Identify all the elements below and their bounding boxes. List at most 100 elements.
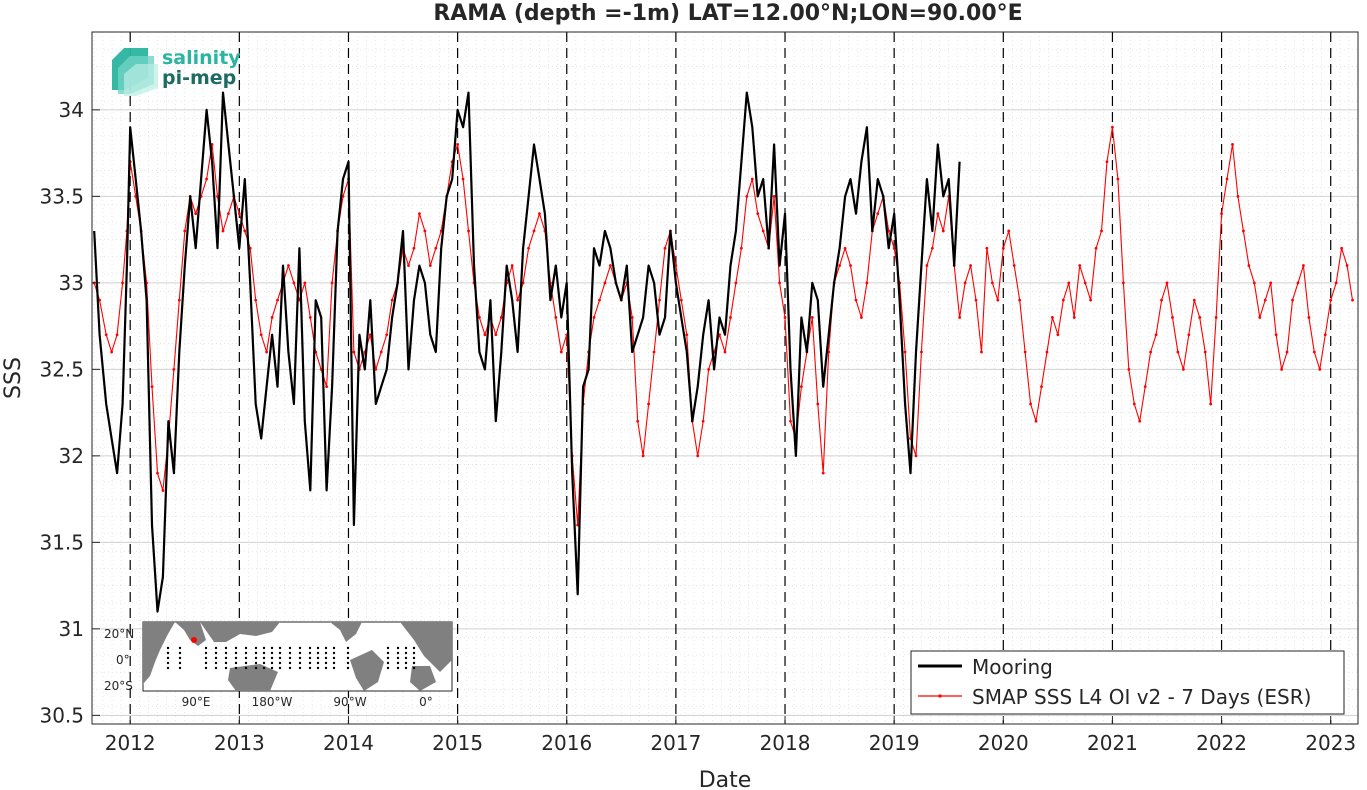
- plot-frame: [91, 31, 1359, 725]
- series-point-smap: [104, 333, 108, 337]
- inset-lat-label-0: 0°: [116, 653, 130, 667]
- inset-mooring-dot: [224, 651, 228, 655]
- inset-mooring-dot: [346, 651, 350, 655]
- inset-lon-label-180w: 180°W: [252, 695, 293, 709]
- y-tick-label: 32.5: [39, 357, 84, 381]
- inset-mooring-dot: [214, 651, 218, 655]
- series-point-smap: [1149, 350, 1153, 354]
- series-point-smap: [1078, 264, 1082, 267]
- inset-mooring-dot: [316, 651, 320, 655]
- inset-land-shape: [330, 622, 362, 642]
- series-point-smap: [821, 471, 825, 475]
- series-point-smap: [1176, 350, 1180, 354]
- inset-mooring-dot: [262, 661, 266, 665]
- inset-land: [143, 622, 452, 691]
- series-point-smap: [1285, 350, 1289, 354]
- series-point-smap: [308, 316, 312, 319]
- inset-mooring-dot: [278, 651, 282, 655]
- series-point-smap: [1040, 385, 1043, 389]
- inset-mooring-dot: [166, 666, 170, 670]
- series-line-mooring: [93, 91, 961, 613]
- inset-mooring-dot: [224, 661, 228, 665]
- inset-mooring-dot: [332, 666, 336, 670]
- series-point-smap: [696, 454, 700, 458]
- y-tick-label: 34: [59, 98, 84, 122]
- series-point-smap: [194, 212, 198, 216]
- series-point-smap: [990, 281, 994, 285]
- series-point-smap: [1323, 333, 1327, 337]
- series-point-smap: [761, 229, 765, 233]
- series-point-smap: [865, 281, 869, 285]
- series-point-smap: [603, 281, 607, 285]
- series-point-smap: [838, 264, 841, 267]
- series-point-smap: [974, 298, 978, 302]
- series-point-smap: [270, 316, 274, 319]
- inset-mooring-dot: [346, 661, 350, 665]
- inset-mooring-dot: [224, 656, 228, 660]
- inset-mooring-dot: [234, 661, 238, 665]
- series-point-smap: [516, 298, 520, 302]
- inset-mooring-dot: [178, 661, 182, 665]
- inset-mooring-dot: [166, 651, 170, 655]
- inset-mooring-dot: [244, 656, 248, 660]
- series-point-smap: [330, 281, 334, 285]
- series-point-smap: [756, 212, 760, 216]
- series-point-smap: [854, 298, 858, 302]
- inset-mooring-dot: [316, 661, 320, 665]
- series-point-smap: [352, 350, 356, 354]
- series-point-smap: [1121, 281, 1125, 285]
- x-tick-label: 2019: [869, 731, 920, 755]
- series-point-smap: [729, 316, 732, 319]
- x-tick-label: 2014: [323, 731, 374, 755]
- inset-mooring-dot: [270, 646, 274, 650]
- series-point-smap: [276, 298, 279, 302]
- series-point-smap: [1274, 333, 1278, 337]
- series-point-smap: [750, 177, 754, 181]
- series-point-smap: [1198, 316, 1202, 319]
- inset-mooring-dot: [178, 646, 182, 650]
- inset-mooring-dot: [224, 646, 228, 650]
- series-point-smap: [115, 333, 119, 337]
- inset-mooring-dot: [166, 661, 170, 665]
- inset-mooring-dot: [278, 661, 282, 665]
- series-point-smap: [205, 177, 208, 181]
- series-point-smap: [1220, 212, 1223, 216]
- series-point-smap: [499, 316, 503, 319]
- inset-mooring-dot: [308, 651, 312, 655]
- inset-mooring-dot: [298, 646, 302, 650]
- series-point-smap: [1280, 367, 1284, 371]
- inset-station-marker: [191, 637, 197, 643]
- series-point-smap: [183, 229, 187, 233]
- series-point-smap: [925, 264, 929, 267]
- inset-mooring-dot: [244, 661, 248, 665]
- series-point-smap: [510, 264, 514, 267]
- inset-mooring-dot: [214, 646, 218, 650]
- series-line-smap: [93, 126, 1354, 526]
- series-point-smap: [641, 454, 645, 458]
- series-point-smap: [494, 333, 498, 337]
- series-point-smap: [559, 350, 563, 354]
- series-point-smap: [1138, 419, 1142, 423]
- series-point-smap: [985, 246, 989, 250]
- series-point-smap: [734, 281, 738, 285]
- x-axis-ticks: 2012 2013 2014 2015 2016 2017 2018 2019 2020 2021…: [105, 716, 1356, 755]
- inset-mooring-dot: [244, 651, 248, 655]
- series-point-smap: [592, 316, 596, 319]
- series-point-smap: [810, 316, 814, 319]
- inset-mooring-dot: [204, 651, 208, 655]
- inset-mooring-dot: [404, 646, 408, 650]
- logo-text-salinity: salinity: [162, 47, 241, 69]
- inset-mooring-dot: [308, 666, 312, 670]
- inset-mooring-dot: [204, 656, 208, 660]
- series-point-smap: [532, 229, 536, 233]
- legend-label-mooring: Mooring: [972, 655, 1053, 679]
- series-point-smap: [1160, 298, 1163, 302]
- series-point-smap: [1089, 298, 1093, 302]
- inset-mooring-dot: [404, 651, 408, 655]
- series-point-smap: [609, 264, 612, 267]
- series-point-smap: [663, 246, 667, 250]
- series-point-smap: [1318, 367, 1322, 371]
- inset-mooring-dot: [332, 661, 336, 665]
- series-point-smap: [1247, 264, 1251, 267]
- series-point-smap: [1029, 402, 1032, 406]
